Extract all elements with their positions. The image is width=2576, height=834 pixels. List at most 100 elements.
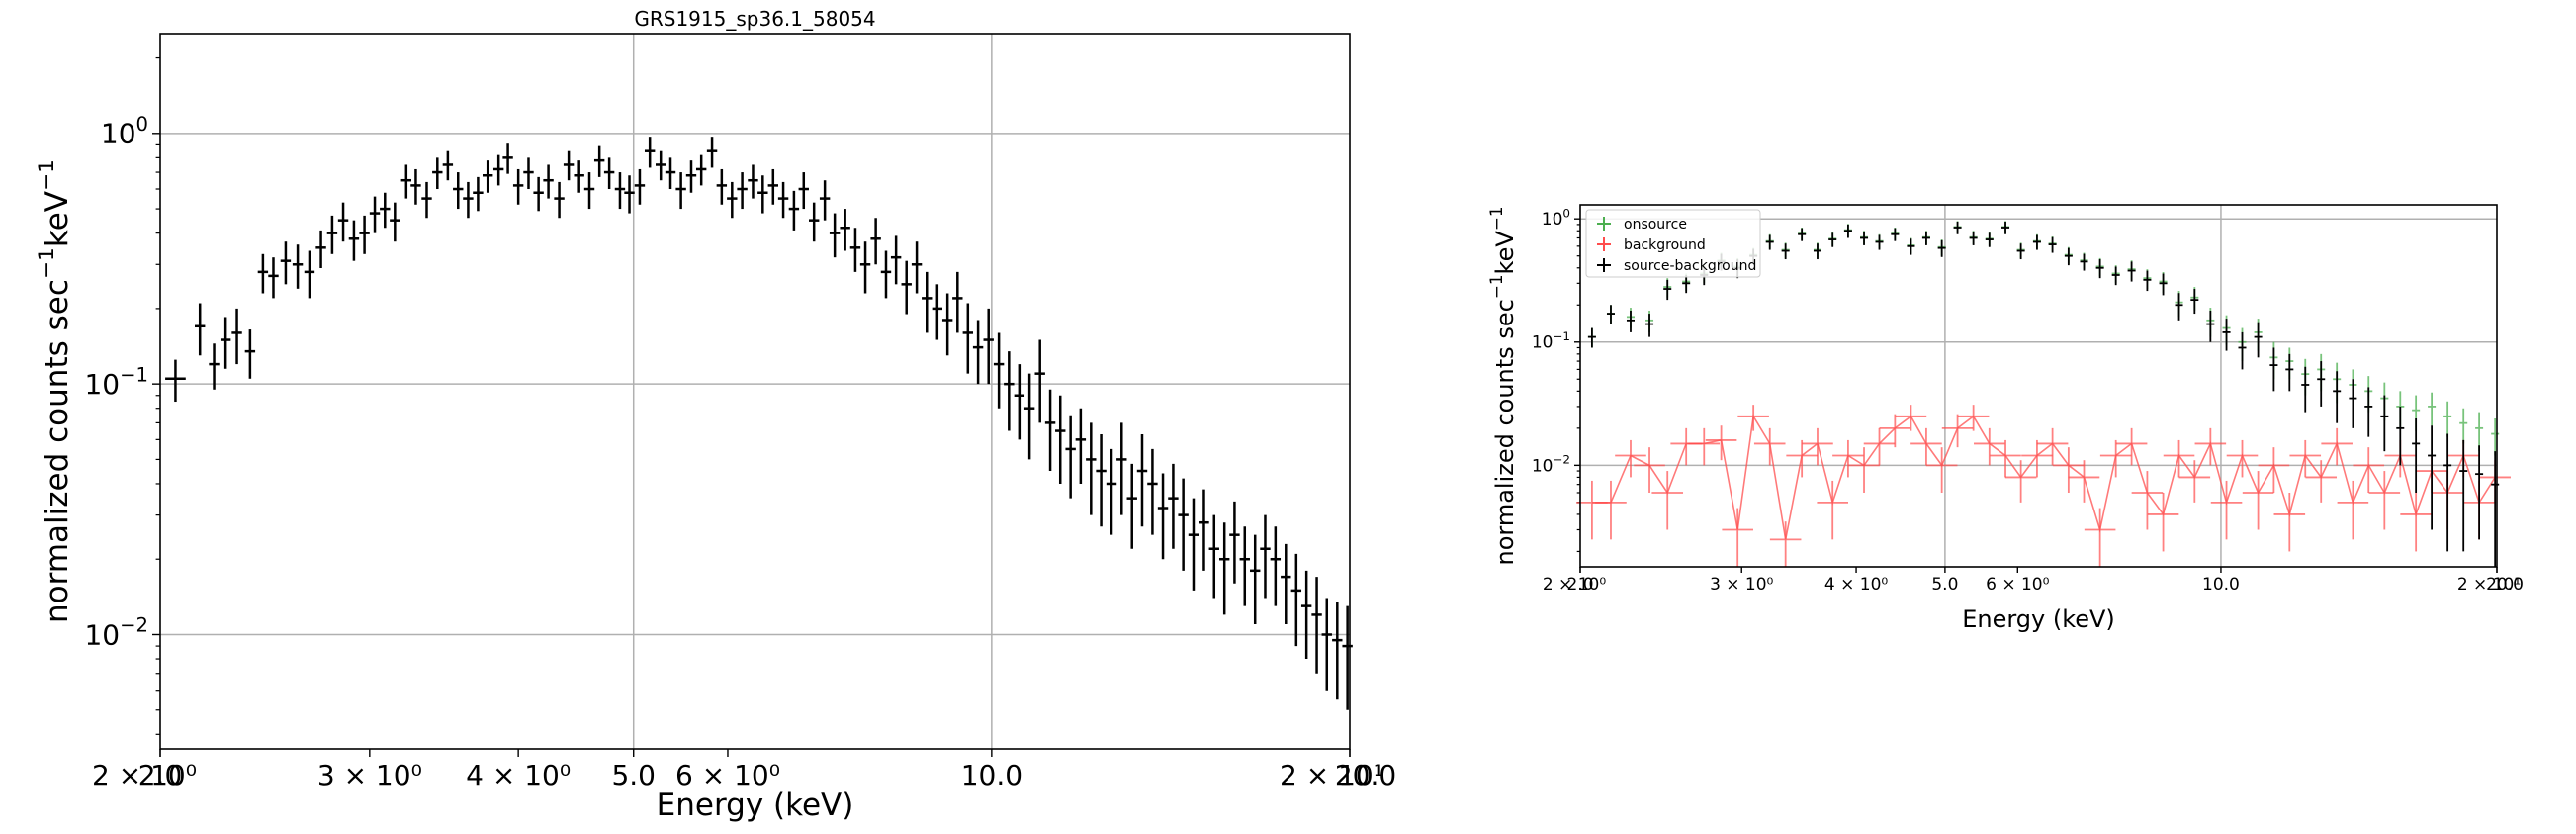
data-point — [492, 154, 504, 186]
y-tick-label: 10−1 — [84, 363, 148, 401]
data-point — [2321, 427, 2353, 466]
data-point — [675, 172, 686, 210]
plot-frame — [1579, 204, 2498, 568]
data-point — [685, 160, 697, 193]
data-point — [380, 192, 391, 229]
data-point — [2127, 261, 2136, 282]
x-tick-label: 5.0 — [1931, 575, 1958, 595]
data-point — [819, 180, 831, 221]
data-point — [932, 284, 943, 340]
data-point — [1321, 598, 1332, 691]
data-point — [1879, 414, 1911, 448]
data-point — [2111, 266, 2120, 286]
data-point — [941, 293, 953, 356]
data-point — [1769, 521, 1802, 567]
data-point — [1250, 534, 1261, 625]
data-point — [2032, 234, 2041, 250]
data-point — [400, 164, 412, 199]
data-point — [922, 271, 933, 333]
data-point — [1208, 514, 1219, 599]
data-point — [463, 181, 474, 219]
data-point — [1023, 373, 1035, 460]
data-point — [1910, 427, 1942, 466]
data-point — [1342, 605, 1353, 710]
data-point — [2301, 366, 2310, 413]
y-tick-label: 10−1 — [1532, 329, 1570, 353]
data-point — [2115, 427, 2148, 466]
data-point — [2190, 289, 2199, 315]
legend-label: source-background — [1624, 258, 1756, 274]
data-point — [2475, 412, 2484, 452]
data-point — [2475, 445, 2484, 540]
data-point — [220, 317, 231, 369]
data-point — [1737, 405, 1769, 431]
data-point — [737, 172, 748, 210]
data-point — [2254, 322, 2263, 358]
data-point — [1606, 305, 1615, 324]
x-tick-label: 2 × 10¹ — [2457, 575, 2521, 595]
data-point — [1157, 473, 1169, 560]
data-point — [748, 164, 758, 199]
data-point — [1034, 339, 1045, 423]
data-point — [315, 230, 326, 269]
data-point — [523, 157, 534, 190]
data-point — [1645, 314, 1654, 337]
data-point — [1843, 224, 1852, 238]
x-tick-label: 2 × 10¹ — [1280, 759, 1384, 791]
data-point — [1065, 415, 1076, 499]
data-point — [1848, 447, 1880, 493]
data-point — [1957, 405, 1990, 431]
data-point — [624, 175, 635, 214]
data-point — [1705, 425, 1737, 461]
x-tick-label: 4 × 10⁰ — [466, 759, 571, 791]
x-tick-label: 2.0 — [138, 759, 183, 791]
legend-label: background — [1624, 237, 1706, 253]
data-point — [2099, 439, 2132, 478]
data-point — [2353, 447, 2385, 493]
data-point — [2080, 253, 2088, 271]
data-point — [512, 168, 524, 205]
data-point — [432, 157, 443, 190]
x-tick-label: 20.0 — [2486, 575, 2524, 595]
data-point — [1921, 231, 1930, 245]
data-point — [1863, 427, 1896, 466]
y-tick-label: 10−2 — [1532, 453, 1570, 477]
data-point — [421, 181, 432, 219]
data-point — [2178, 460, 2211, 503]
data-point — [2175, 293, 2183, 321]
data-point — [337, 202, 349, 242]
data-point — [1663, 279, 1672, 301]
data-point — [195, 303, 206, 356]
data-point — [1895, 405, 1927, 431]
data-point — [502, 143, 513, 174]
data-point — [2443, 401, 2452, 437]
data-point — [962, 303, 974, 374]
data-point — [2068, 460, 2100, 503]
data-point — [2289, 439, 2322, 478]
data-point — [2194, 427, 2227, 466]
data-point — [788, 190, 800, 231]
data-point — [2053, 447, 2085, 493]
data-point — [716, 168, 728, 205]
x-axis-label: Energy (keV) — [1962, 605, 2115, 633]
data-point — [849, 228, 861, 272]
data-point — [1270, 526, 1282, 606]
x-tick-label: 10.0 — [2202, 575, 2240, 595]
data-point — [614, 172, 626, 210]
data-point — [348, 220, 360, 261]
data-point — [1786, 439, 1818, 478]
data-point — [1086, 422, 1097, 515]
data-point — [2305, 460, 2338, 503]
legend: onsource background source-background — [1585, 209, 1761, 278]
data-point — [593, 145, 605, 177]
data-point — [2163, 439, 2195, 478]
data-point — [1802, 427, 1833, 466]
data-point — [1875, 234, 1884, 250]
data-point — [1626, 310, 1635, 332]
legend-box — [1585, 209, 1761, 278]
data-point — [231, 308, 242, 365]
data-point — [1229, 501, 1240, 584]
data-point — [1218, 522, 1230, 615]
x-tick-label: 3 × 10⁰ — [1710, 575, 1773, 595]
data-point — [1753, 427, 1786, 466]
